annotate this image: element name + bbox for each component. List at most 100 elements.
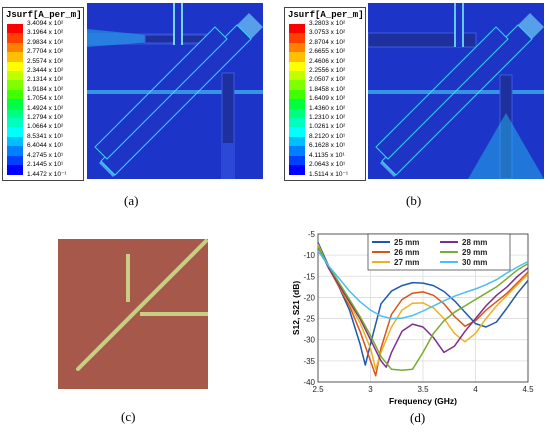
legend-value: 1.4924 x 10²: [27, 104, 64, 112]
legend-swatch: [7, 165, 23, 175]
legend-value: 2.0507 x 10²: [309, 76, 346, 84]
legend-swatch: [7, 108, 23, 119]
x-axis-label: Frequency (GHz): [389, 396, 457, 406]
y-tick-label: -40: [303, 378, 315, 387]
y-tick-label: -25: [303, 315, 315, 324]
x-tick-label: 3: [368, 385, 373, 394]
legend-swatch: [289, 146, 305, 157]
legend-swatch: [7, 24, 23, 34]
legend-value: 2.2556 x 10²: [309, 67, 346, 74]
legend-value: 3.0753 x 10²: [309, 29, 346, 37]
legend-entry-label: 30 mm: [462, 258, 487, 267]
legend-swatch: [289, 42, 305, 53]
y-tick-label: -15: [303, 272, 315, 281]
legend-swatch: [7, 80, 23, 91]
legend-value: 2.4606 x 10²: [309, 57, 346, 65]
series-line: [317, 250, 529, 320]
legend-swatch: [289, 99, 305, 110]
x-tick-label: 4.5: [522, 385, 534, 394]
legend-a: Jsurf[A_per_m] 3.4094 x 10² 3.1964 x 10² 2…: [2, 7, 84, 181]
legend-swatch: [7, 42, 23, 53]
legend-value: 8.5341 x 10¹: [27, 132, 64, 140]
legend-swatch: [7, 61, 23, 72]
y-tick-label: -5: [308, 230, 316, 239]
legend-value: 4.1135 x 10¹: [309, 151, 345, 159]
legend-entry-label: 26 mm: [394, 248, 419, 257]
antenna-layout: [58, 239, 208, 389]
legend-value: 1.6409 x 10²: [309, 95, 346, 103]
legend-value: 2.7704 x 10²: [27, 48, 64, 56]
legend-swatch: [289, 155, 305, 166]
legend-swatch: [289, 33, 305, 44]
legend-value: 1.2310 x 10²: [309, 114, 346, 121]
series-line: [317, 246, 529, 368]
legend-value: 8.2120 x 10¹: [309, 132, 346, 140]
legend-value: 2.0643 x 10¹: [309, 161, 346, 168]
y-axis-label: S12, S21 (dB): [291, 281, 301, 335]
legend-value: 3.1964 x 10²: [27, 29, 64, 37]
legend-value: 2.1445 x 10¹: [27, 161, 64, 168]
legend-a-title: Jsurf[A_per_m]: [6, 10, 82, 20]
y-tick-label: -10: [303, 251, 315, 260]
legend-swatch: [7, 118, 23, 128]
legend-value: 1.9184 x 10²: [27, 85, 64, 93]
y-tick-label: -35: [303, 357, 315, 366]
legend-value: 6.4044 x 10¹: [27, 142, 64, 150]
caption-b: (b): [406, 193, 422, 208]
y-tick-label: -30: [303, 336, 315, 345]
legend-swatch: [289, 118, 305, 128]
legend-swatch: [289, 24, 305, 34]
series-line: [317, 244, 529, 377]
legend-value: 2.3444 x 10²: [27, 67, 64, 74]
legend-value: 4.2745 x 10¹: [27, 151, 64, 159]
legend-value: 2.1314 x 10²: [27, 76, 64, 84]
legend-swatch: [7, 71, 23, 81]
legend-swatch: [7, 155, 23, 166]
legend-swatch: [7, 136, 23, 147]
legend-swatch: [7, 52, 23, 63]
legend-value: 1.7054 x 10²: [27, 95, 64, 103]
legend-swatch: [289, 89, 305, 100]
s-parameter-chart: 2.5 3 3.5 4 4.5 -40 -35 -30 -25 -20 -15 -10 -5 Freque…: [291, 230, 534, 406]
legend-entry-label: 28 mm: [462, 238, 487, 247]
legend-swatch: [289, 52, 305, 63]
series-line: [317, 244, 529, 371]
y-tick-label: -20: [303, 293, 315, 302]
chart-legend-box: [367, 233, 511, 271]
x-tick-label: 2.5: [312, 385, 324, 394]
legend-value: 1.4472 x 10⁻¹: [27, 171, 67, 179]
legend-swatch: [289, 71, 305, 81]
legend-entry-label: 29 mm: [462, 248, 487, 257]
legend-value: 1.0664 x 10²: [27, 123, 64, 131]
x-tick-label: 3.5: [417, 385, 429, 394]
caption-d: (d): [410, 410, 426, 425]
legend-swatch: [289, 61, 305, 72]
legend-swatch: [289, 165, 305, 175]
legend-b-title: Jsurf[A_per_m]: [288, 10, 364, 20]
legend-swatch: [289, 108, 305, 119]
legend-value: 2.9834 x 10²: [27, 38, 64, 46]
legend-entry-label: 25 mm: [394, 238, 419, 247]
current-map-a: [87, 3, 263, 179]
legend-entry-label: 27 mm: [394, 258, 419, 267]
legend-value: 2.6655 x 10²: [309, 48, 346, 56]
legend-value: 2.5574 x 10²: [27, 57, 64, 65]
legend-value: 2.8704 x 10²: [309, 38, 346, 46]
legend-swatch: [7, 33, 23, 44]
legend-swatch: [7, 146, 23, 157]
legend-value: 1.2794 x 10²: [27, 114, 64, 121]
legend-swatch: [7, 99, 23, 110]
legend-swatch: [7, 127, 23, 138]
legend-value: 1.4360 x 10²: [309, 104, 346, 112]
caption-c: (c): [121, 409, 136, 424]
legend-swatch: [7, 89, 23, 100]
legend-swatch: [289, 127, 305, 138]
legend-swatch: [289, 136, 305, 147]
x-tick-label: 4: [473, 385, 478, 394]
legend-value: 1.5114 x 10⁻¹: [309, 171, 349, 179]
caption-a: (a): [124, 193, 139, 208]
current-map-b: [368, 3, 544, 179]
legend-swatch: [289, 80, 305, 91]
legend-value: 3.2803 x 10²: [309, 20, 346, 27]
legend-b: Jsurf[A_per_m] 3.2803 x 10² 3.0753 x 10² 2…: [284, 7, 366, 181]
